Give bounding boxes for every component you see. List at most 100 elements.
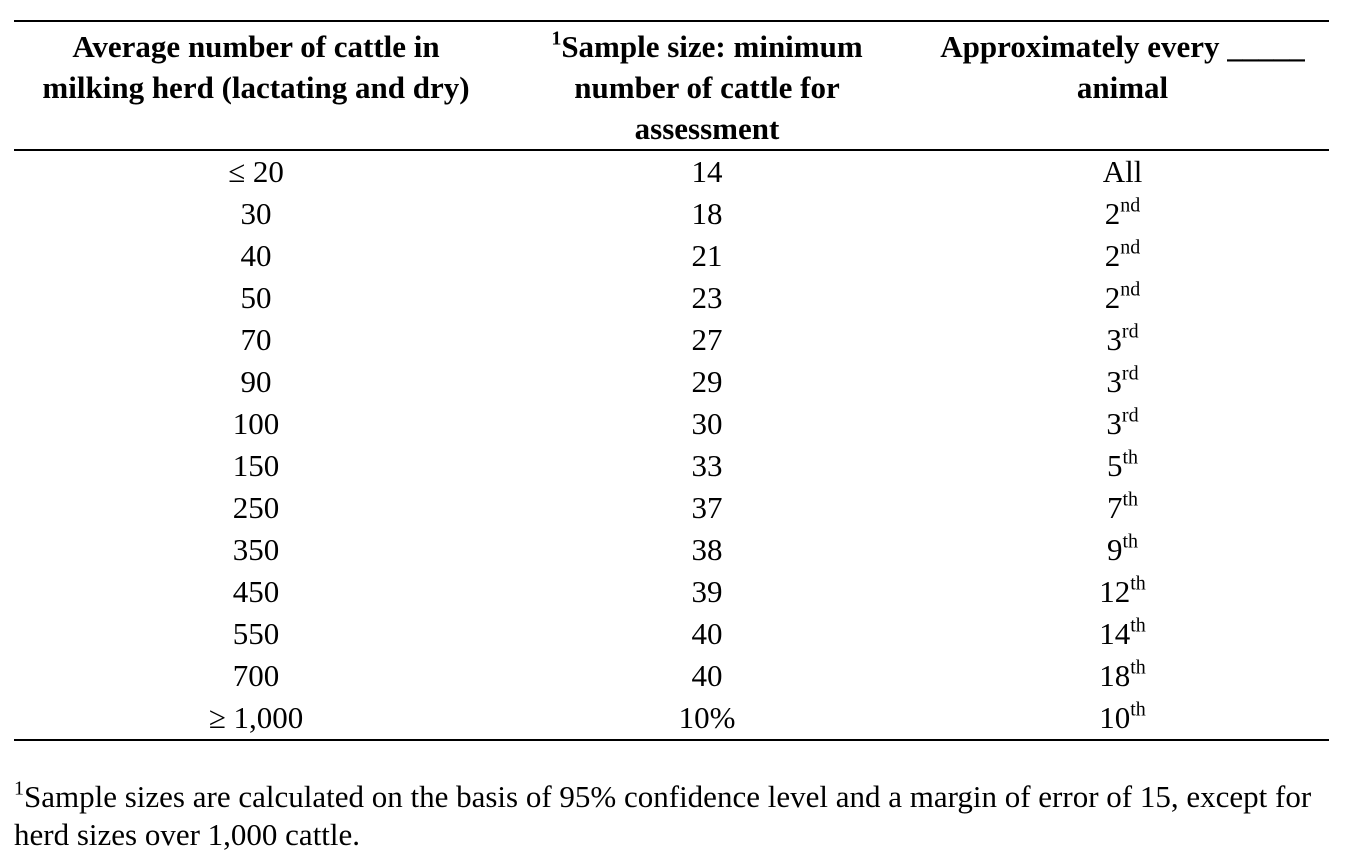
header-herd-size-label: Average number of cattle in milking herd… xyxy=(42,29,470,105)
header-every-animal-label: Approximately every _____ animal xyxy=(940,29,1305,105)
sample-size-cell: 14 xyxy=(498,150,916,193)
sample-size-cell: 23 xyxy=(498,277,916,319)
herd-size-value: ≤ 20 xyxy=(228,154,284,189)
sample-size-cell: 27 xyxy=(498,319,916,361)
header-sample-size: 1Sample size: minimum number of cattle f… xyxy=(498,21,916,150)
sample-size-value: 21 xyxy=(691,238,723,273)
table-row: 550 40 14th xyxy=(14,613,1329,655)
sample-size-cell: 33 xyxy=(498,445,916,487)
header-sample-size-label: Sample size: minimum number of cattle fo… xyxy=(561,29,863,146)
every-animal-cell: 10th xyxy=(916,697,1329,740)
ordinal-suffix: th xyxy=(1130,614,1146,637)
every-animal-cell: 2nd xyxy=(916,235,1329,277)
every-animal-cell: 5th xyxy=(916,445,1329,487)
every-animal-cell: 3rd xyxy=(916,361,1329,403)
herd-size-cell: 90 xyxy=(14,361,498,403)
every-animal-cell: 2nd xyxy=(916,277,1329,319)
herd-size-cell: ≤ 20 xyxy=(14,150,498,193)
sample-size-value: 38 xyxy=(691,532,723,567)
every-animal-value: 2 xyxy=(1104,196,1121,231)
footnote-marker: 1 xyxy=(14,777,24,800)
document: Average number of cattle in milking herd… xyxy=(14,20,1329,741)
sample-size-table: Average number of cattle in milking herd… xyxy=(14,20,1329,741)
every-animal-value: 2 xyxy=(1104,280,1121,315)
table-row: 70 27 3rd xyxy=(14,319,1329,361)
sample-size-value: 33 xyxy=(691,448,723,483)
herd-size-value: ≥ 1,000 xyxy=(208,700,304,735)
every-animal-cell: 9th xyxy=(916,529,1329,571)
every-animal-value: 2 xyxy=(1104,238,1121,273)
sample-size-value: 39 xyxy=(691,574,723,609)
ordinal-suffix: rd xyxy=(1121,320,1139,343)
herd-size-value: 450 xyxy=(232,574,280,609)
every-animal-value: 9 xyxy=(1106,532,1123,567)
herd-size-value: 70 xyxy=(240,322,272,357)
sample-size-value: 27 xyxy=(691,322,723,357)
table-body: ≤ 20 14 All 30 18 2nd 40 21 2nd 50 23 2n… xyxy=(14,150,1329,740)
table-row: 30 18 2nd xyxy=(14,193,1329,235)
herd-size-cell: 40 xyxy=(14,235,498,277)
sample-size-value: 30 xyxy=(691,406,723,441)
sample-size-cell: 21 xyxy=(498,235,916,277)
every-animal-cell: 7th xyxy=(916,487,1329,529)
sample-size-cell: 10% xyxy=(498,697,916,740)
herd-size-value: 550 xyxy=(232,616,280,651)
ordinal-suffix: rd xyxy=(1121,362,1139,385)
footnote-text: Sample sizes are calculated on the basis… xyxy=(14,779,1312,852)
sample-size-cell: 37 xyxy=(498,487,916,529)
ordinal-suffix: rd xyxy=(1121,404,1139,427)
sample-size-value: 23 xyxy=(691,280,723,315)
header-herd-size: Average number of cattle in milking herd… xyxy=(14,21,498,150)
sample-size-value: 14 xyxy=(691,154,723,189)
table-header: Average number of cattle in milking herd… xyxy=(14,21,1329,150)
sample-size-value: 40 xyxy=(691,658,723,693)
herd-size-cell: 450 xyxy=(14,571,498,613)
herd-size-cell: 250 xyxy=(14,487,498,529)
every-animal-cell: 2nd xyxy=(916,193,1329,235)
herd-size-cell: ≥ 1,000 xyxy=(14,697,498,740)
every-animal-cell: 12th xyxy=(916,571,1329,613)
header-row: Average number of cattle in milking herd… xyxy=(14,21,1329,150)
table-row: 350 38 9th xyxy=(14,529,1329,571)
sample-size-cell: 30 xyxy=(498,403,916,445)
every-animal-cell: 18th xyxy=(916,655,1329,697)
every-animal-value: 3 xyxy=(1106,406,1122,441)
herd-size-cell: 70 xyxy=(14,319,498,361)
herd-size-value: 30 xyxy=(240,196,272,231)
herd-size-cell: 350 xyxy=(14,529,498,571)
table-row: 700 40 18th xyxy=(14,655,1329,697)
every-animal-cell: 3rd xyxy=(916,319,1329,361)
ordinal-suffix: th xyxy=(1130,698,1146,721)
sample-size-value: 40 xyxy=(691,616,723,651)
table-row: 40 21 2nd xyxy=(14,235,1329,277)
herd-size-value: 150 xyxy=(232,448,280,483)
herd-size-value: 40 xyxy=(240,238,272,273)
every-animal-cell: 3rd xyxy=(916,403,1329,445)
table-row: 50 23 2nd xyxy=(14,277,1329,319)
sample-size-cell: 39 xyxy=(498,571,916,613)
table-row: 450 39 12th xyxy=(14,571,1329,613)
sample-size-value: 37 xyxy=(691,490,723,525)
sample-size-cell: 18 xyxy=(498,193,916,235)
every-animal-value: 7 xyxy=(1106,490,1123,525)
every-animal-value: 3 xyxy=(1106,364,1122,399)
sample-size-cell: 40 xyxy=(498,655,916,697)
herd-size-cell: 30 xyxy=(14,193,498,235)
table-row: 100 30 3rd xyxy=(14,403,1329,445)
every-animal-cell: 14th xyxy=(916,613,1329,655)
sample-size-cell: 40 xyxy=(498,613,916,655)
herd-size-cell: 700 xyxy=(14,655,498,697)
header-every-animal: Approximately every _____ animal xyxy=(916,21,1329,150)
table-row: ≥ 1,000 10% 10th xyxy=(14,697,1329,740)
sample-size-value: 10% xyxy=(678,700,736,735)
every-animal-value: 10 xyxy=(1099,700,1131,735)
herd-size-value: 350 xyxy=(232,532,280,567)
every-animal-cell: All xyxy=(916,150,1329,193)
herd-size-value: 250 xyxy=(232,490,280,525)
table-row: 250 37 7th xyxy=(14,487,1329,529)
ordinal-suffix: nd xyxy=(1120,278,1141,301)
ordinal-suffix: th xyxy=(1130,656,1146,679)
sample-size-cell: 38 xyxy=(498,529,916,571)
ordinal-suffix: th xyxy=(1122,530,1139,553)
herd-size-cell: 100 xyxy=(14,403,498,445)
